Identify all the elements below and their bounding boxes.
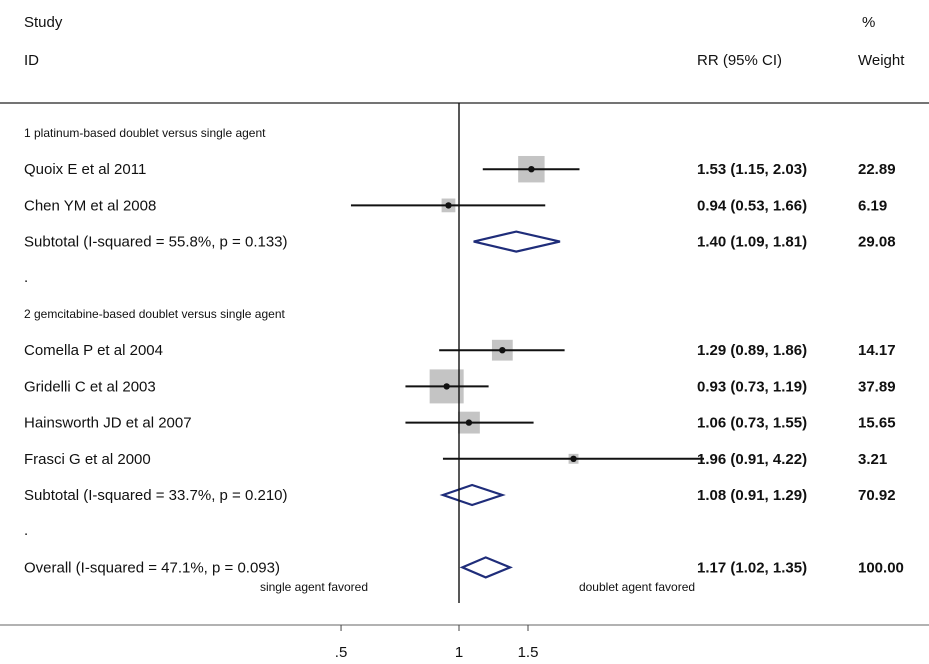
- header-study: Study: [24, 14, 63, 31]
- point-estimate: [528, 166, 535, 173]
- rr-ci-value: 0.94 (0.53, 1.66): [697, 197, 807, 214]
- header-id: ID: [24, 52, 39, 69]
- favored-labels: single agent favored doublet agent favor…: [260, 580, 695, 594]
- rr-ci-value: 1.17 (1.02, 1.35): [697, 559, 807, 576]
- rr-ci-value: 1.40 (1.09, 1.81): [697, 234, 807, 251]
- subgroup-heading: 1 platinum-based doublet versus single a…: [24, 126, 266, 140]
- point-estimate: [465, 419, 473, 426]
- study-label: Frasci G et al 2000: [24, 451, 151, 468]
- header-rr-ci: RR (95% CI): [697, 52, 782, 69]
- weight-value: 100.00: [858, 559, 904, 576]
- study-label: Chen YM et al 2008: [24, 197, 156, 214]
- rr-ci-value: 1.08 (0.91, 1.29): [697, 487, 807, 504]
- spacer-dot: .: [24, 269, 28, 286]
- study-label: Quoix E et al 2011: [24, 161, 146, 178]
- x-tick-label: 1: [455, 644, 463, 661]
- study-label: Gridelli C et al 2003: [24, 378, 156, 395]
- header-weight: Weight: [858, 52, 905, 69]
- overall-label: Overall (I-squared = 47.1%, p = 0.093): [24, 559, 280, 576]
- study-label: Comella P et al 2004: [24, 342, 163, 359]
- rr-ci-value: 1.53 (1.15, 2.03): [697, 161, 807, 178]
- weight-value: 22.89: [858, 161, 896, 178]
- weight-value: 29.08: [858, 234, 896, 251]
- weight-value: 6.19: [858, 197, 887, 214]
- weight-value: 37.89: [858, 378, 896, 395]
- header-percent: %: [862, 14, 875, 31]
- weight-value: 15.65: [858, 415, 896, 432]
- point-estimate: [499, 347, 506, 354]
- pooled-diamond: [439, 483, 506, 507]
- forest-rows: 1 platinum-based doublet versus single a…: [24, 126, 904, 579]
- rr-ci-value: 1.29 (0.89, 1.86): [697, 342, 807, 359]
- rr-ci-value: 1.96 (0.91, 4.22): [697, 451, 807, 468]
- weight-value: 3.21: [858, 451, 887, 468]
- subgroup-heading: 2 gemcitabine-based doublet versus singl…: [24, 307, 286, 321]
- x-tick-label: .5: [335, 644, 348, 661]
- doublet-agent-favored-label: doublet agent favored: [579, 580, 695, 594]
- column-headers: Study ID RR (95% CI) % Weight: [24, 14, 905, 69]
- rr-ci-value: 0.93 (0.73, 1.19): [697, 378, 807, 395]
- subtotal-label: Subtotal (I-squared = 55.8%, p = 0.133): [24, 234, 288, 251]
- subtotal-label: Subtotal (I-squared = 33.7%, p = 0.210): [24, 487, 288, 504]
- point-estimate: [445, 202, 452, 209]
- weight-value: 14.17: [858, 342, 896, 359]
- pooled-diamond: [473, 230, 561, 253]
- spacer-dot: .: [24, 522, 28, 539]
- rr-ci-value: 1.06 (0.73, 1.55): [697, 415, 807, 432]
- single-agent-favored-label: single agent favored: [260, 580, 368, 594]
- pooled-diamond: [459, 556, 513, 579]
- point-estimate: [570, 455, 577, 462]
- weight-value: 70.92: [858, 487, 896, 504]
- x-tick-label: 1.5: [518, 644, 539, 661]
- point-estimate: [443, 383, 450, 390]
- x-axis: .5 1 1.5: [0, 103, 929, 661]
- study-label: Hainsworth JD et al 2007: [24, 415, 192, 432]
